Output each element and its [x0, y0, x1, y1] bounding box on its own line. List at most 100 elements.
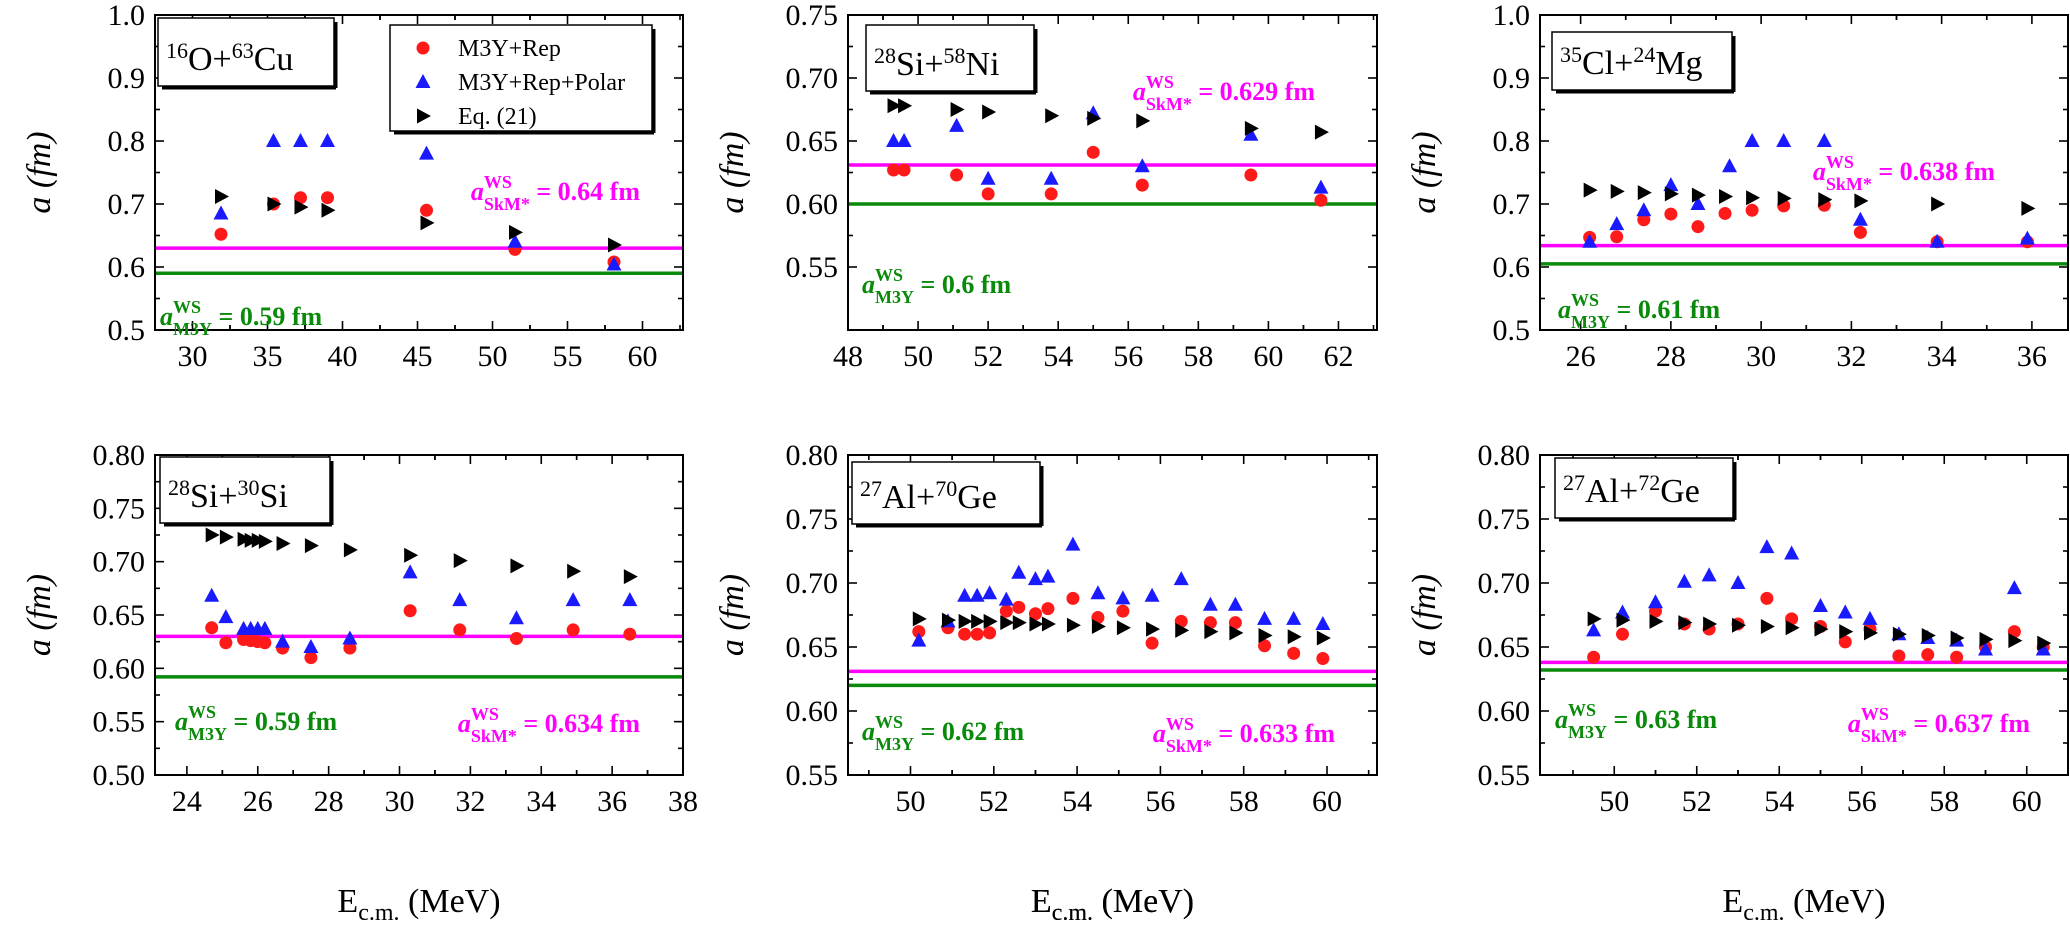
x-tick-label: 26: [1566, 340, 1596, 373]
data-point-m3y-rep: [1760, 591, 1774, 605]
data-point-m3y-rep: [566, 623, 580, 637]
data-point-eq21: [258, 533, 273, 549]
data-point-m3y-rep: [294, 191, 307, 205]
data-point-m3y-rep: [1044, 187, 1058, 201]
x-tick-label: 38: [668, 785, 698, 818]
data-point-m3y-rep-polar: [969, 587, 985, 602]
data-point-eq21: [1892, 626, 1907, 642]
panel-title: 27Al+72Ge: [1563, 470, 1700, 510]
data-point-m3y-rep-polar: [1043, 170, 1059, 185]
data-point-m3y-rep: [1086, 145, 1100, 159]
panel-title-box: [851, 461, 1041, 525]
legend-marker-m3y-rep-polar: [415, 74, 431, 88]
data-point-m3y-rep-polar: [1663, 177, 1679, 192]
data-point-eq21: [2008, 633, 2023, 649]
data-point-eq21: [237, 531, 252, 547]
data-point-eq21: [1316, 630, 1331, 646]
data-point-eq21: [1000, 615, 1015, 631]
y-tick-label: 0.5: [108, 314, 146, 347]
data-point-eq21: [1719, 188, 1734, 204]
plot-frame: [847, 14, 1378, 331]
y-tick-label: 0.70: [1478, 567, 1531, 600]
data-point-m3y-rep: [304, 651, 318, 665]
data-point-m3y-rep-polar: [1313, 179, 1329, 194]
data-point-eq21: [887, 98, 902, 114]
data-point-eq21: [1045, 108, 1060, 124]
plot-frame: [1539, 14, 2069, 331]
skm-annotation: aWS SkM* = 0.629 fm: [1133, 72, 1316, 114]
y-tick-label: 0.75: [786, 503, 839, 536]
data-point-m3y-rep-polar: [1744, 133, 1760, 147]
y-tick-label: 0.65: [786, 125, 839, 158]
data-point-eq21: [1587, 611, 1602, 627]
x-tick-label: 32: [455, 785, 485, 818]
legend-box: [389, 24, 653, 132]
data-point-m3y-rep-polar: [1227, 596, 1243, 611]
data-point-m3y-rep: [887, 163, 901, 177]
data-point-m3y-rep-polar: [622, 592, 638, 607]
data-point-eq21: [1087, 110, 1102, 126]
legend-marker-eq21: [417, 108, 431, 124]
data-point-m3y-rep: [509, 631, 523, 645]
x-tick-label: 50: [1599, 785, 1629, 818]
data-point-m3y-rep-polar: [1173, 571, 1189, 586]
data-point-eq21: [1610, 183, 1625, 199]
data-point-eq21: [1839, 624, 1854, 640]
x-tick-label: 32: [1836, 340, 1866, 373]
data-point-eq21: [1760, 619, 1775, 635]
data-point-m3y-rep: [1587, 650, 1601, 664]
data-point-eq21: [343, 542, 358, 558]
data-point-m3y-rep: [1287, 646, 1301, 660]
data-point-eq21: [912, 611, 927, 627]
chart-panel-3: 0.5 0.6 0.7 0.8 0.9 1.0 26 28 30 32 34 36 aWS SkM* = …: [1406, 0, 2069, 373]
x-tick-label: 30: [1746, 340, 1776, 373]
data-point-eq21: [982, 104, 997, 120]
x-tick-label: 35: [253, 340, 283, 373]
data-point-m3y-rep-polar: [1202, 596, 1218, 611]
data-point-m3y-rep-polar: [896, 133, 912, 147]
panel-title-box: [1554, 457, 1734, 519]
data-point-eq21: [1931, 196, 1946, 212]
data-point-eq21: [1616, 612, 1631, 628]
data-point-eq21: [1637, 185, 1652, 201]
data-point-eq21: [1979, 631, 1994, 647]
data-point-m3y-rep-polar: [1011, 564, 1027, 579]
y-axis-label: a (fm): [714, 131, 751, 213]
legend-entry-label: M3Y+Rep+Polar: [458, 70, 625, 96]
x-tick-label: 60: [1253, 340, 1283, 373]
data-point-m3y-rep: [453, 623, 467, 637]
chart-panel-6: 0.55 0.60 0.65 0.70 0.75 0.80 50 52 54 56 58 60 aWS S…: [1406, 439, 2069, 818]
data-point-m3y-rep-polar: [507, 233, 523, 248]
data-point-m3y-rep-polar: [1701, 567, 1717, 582]
data-point-eq21: [1136, 113, 1151, 129]
x-tick-label: 58: [1229, 785, 1259, 818]
x-tick-label: 60: [1312, 785, 1342, 818]
data-point-m3y-rep: [1314, 193, 1328, 207]
data-point-eq21: [1175, 622, 1190, 638]
x-tick-label: 30: [178, 340, 208, 373]
y-tick-label: 0.80: [93, 439, 146, 472]
panel-title: 27Al+70Ge: [860, 476, 997, 516]
data-point-m3y-rep-polar: [606, 256, 622, 271]
x-axis-label: Ec.m. (MeV): [1031, 883, 1194, 926]
data-point-m3y-rep-polar: [1852, 211, 1868, 226]
y-tick-label: 0.6: [1493, 251, 1531, 284]
data-point-m3y-rep: [1258, 639, 1272, 653]
data-point-eq21: [1314, 124, 1329, 140]
data-point-m3y-rep: [1145, 636, 1159, 650]
data-point-m3y-rep-polar: [1929, 233, 1945, 248]
data-point-m3y-rep: [981, 187, 995, 201]
data-point-m3y-rep-polar: [1027, 571, 1043, 586]
y-tick-label: 0.9: [1493, 62, 1531, 95]
data-point-eq21: [244, 532, 259, 548]
data-point-m3y-rep-polar: [402, 564, 418, 579]
data-point-eq21: [404, 547, 419, 563]
x-tick-label: 56: [1113, 340, 1143, 373]
skm-annotation: aWS SkM* = 0.637 fm: [1848, 704, 2031, 746]
data-point-m3y-rep: [623, 627, 637, 641]
data-point-eq21: [1664, 186, 1679, 202]
data-point-m3y-rep-polar: [275, 633, 291, 648]
data-point-eq21: [1029, 616, 1044, 632]
data-point-m3y-rep-polar: [1636, 202, 1652, 217]
data-point-m3y-rep-polar: [1609, 216, 1625, 231]
